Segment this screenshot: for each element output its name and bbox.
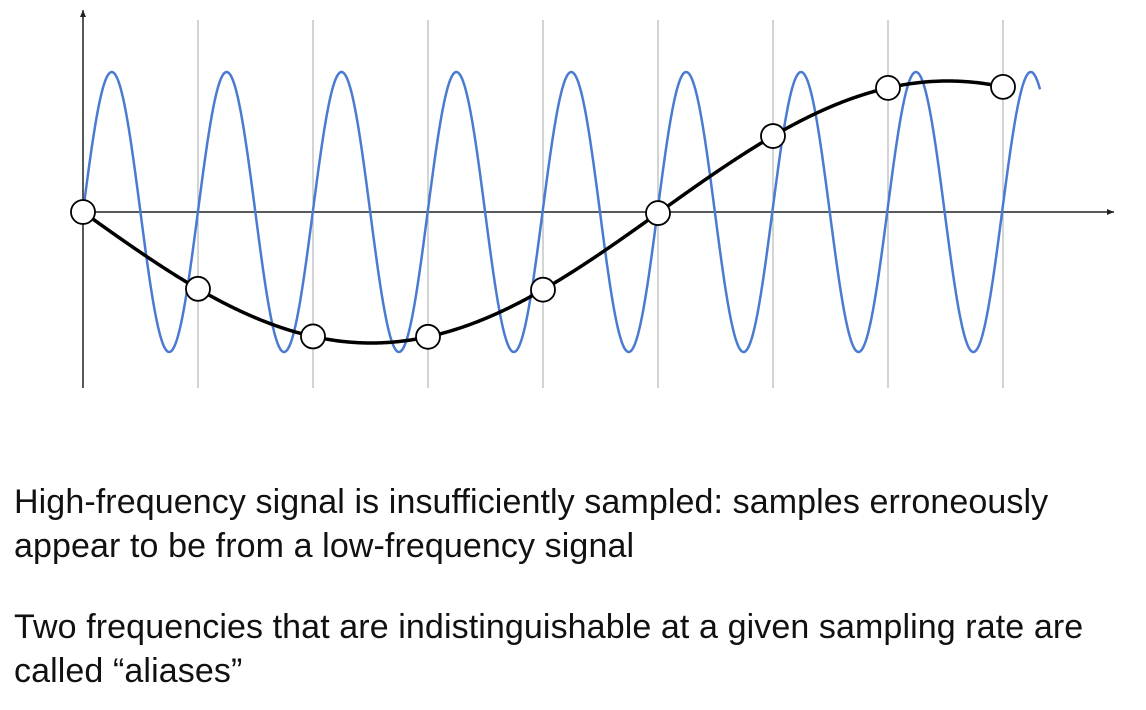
sample-points xyxy=(70,73,1016,350)
sample-point xyxy=(875,74,901,101)
sample-point xyxy=(70,199,96,225)
caption-aliases: Two frequencies that are indistinguishab… xyxy=(14,608,1084,690)
sample-point xyxy=(990,73,1016,100)
sample-point xyxy=(185,275,211,302)
sample-point xyxy=(300,323,326,350)
high-frequency-signal xyxy=(81,70,1042,354)
aliasing-diagram xyxy=(70,10,1114,388)
caption-undersampling: High-frequency signal is insufficiently … xyxy=(14,483,1049,565)
sample-point xyxy=(415,323,441,350)
sample-point xyxy=(530,276,556,303)
sample-point xyxy=(645,200,671,226)
sample-point xyxy=(760,123,786,149)
